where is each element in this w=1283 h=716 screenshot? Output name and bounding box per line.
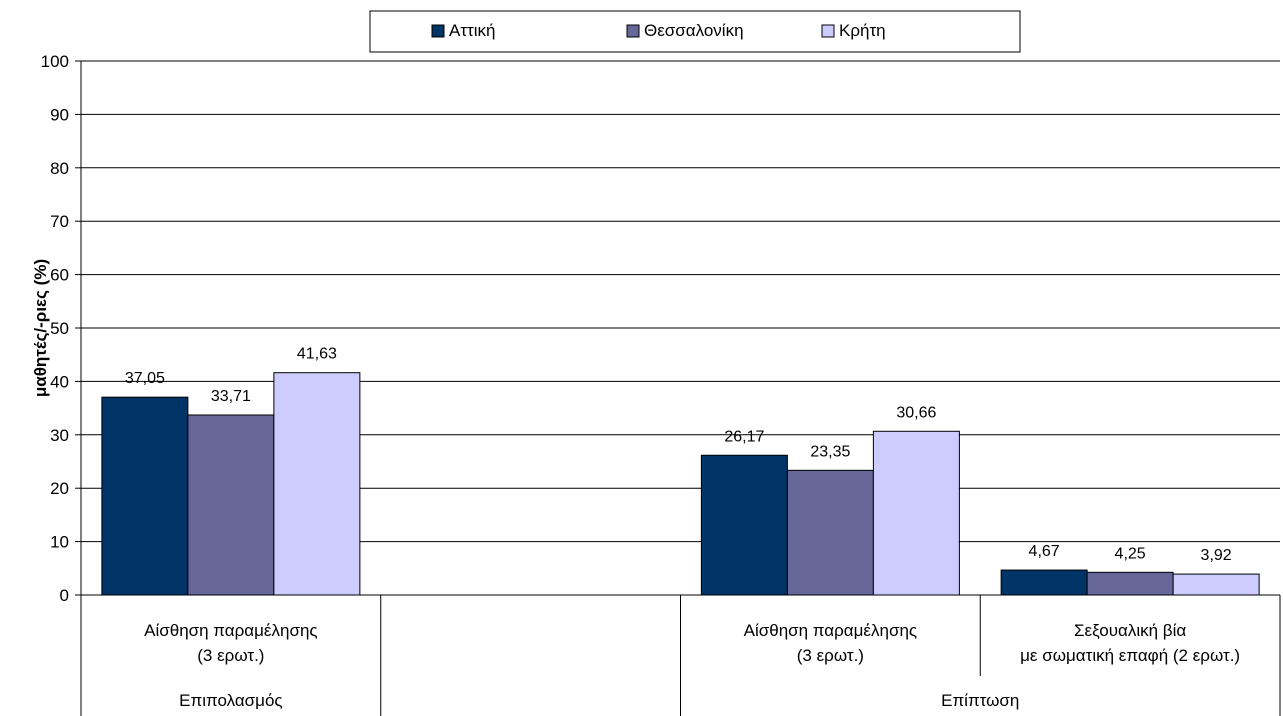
y-tick-label: 70 xyxy=(50,212,69,231)
y-tick-label: 20 xyxy=(50,479,69,498)
data-label: 37,05 xyxy=(125,370,165,387)
x-axis-labels: Αίσθηση παραμέλησης (3 ερωτ.) Αίσθηση παρα… xyxy=(144,621,1240,710)
legend-label: Αττική xyxy=(449,21,496,40)
y-tick-label: 100 xyxy=(41,52,69,71)
y-tick-label: 0 xyxy=(60,586,69,605)
data-labels: 37,05 33,71 41,63 26,17 23,35 30,66 4,67 4,25 3,… xyxy=(125,346,1232,564)
x-tick-label: (3 ερωτ.) xyxy=(797,646,864,665)
y-tick-label: 30 xyxy=(50,426,69,445)
y-tick-label: 60 xyxy=(50,266,69,285)
y-tick-label: 50 xyxy=(50,319,69,338)
data-label: 4,67 xyxy=(1029,543,1060,560)
legend-box xyxy=(369,10,1021,53)
bars xyxy=(101,372,1260,596)
y-tick-label: 40 xyxy=(50,372,69,391)
x-group-label: Επίπτωση xyxy=(941,691,1019,710)
data-label: 3,92 xyxy=(1201,547,1232,564)
y-tick-label: 10 xyxy=(50,533,69,552)
legend: Αττική Θεσσαλονίκη Κρήτη xyxy=(369,10,1021,53)
data-label: 41,63 xyxy=(297,346,337,363)
data-label: 26,17 xyxy=(724,428,764,445)
bar xyxy=(101,396,189,596)
bar xyxy=(872,430,960,596)
y-axis-title: μαθητές/-ριες (%) xyxy=(31,259,50,397)
bar xyxy=(1172,573,1260,596)
legend-swatch xyxy=(821,24,835,38)
bar xyxy=(700,454,788,596)
bar xyxy=(273,372,361,596)
x-tick-label: Σεξουαλική βία xyxy=(1074,621,1186,640)
legend-swatch xyxy=(431,24,445,38)
x-tick-label: με σωματική επαφή (2 ερωτ.) xyxy=(1020,646,1240,665)
data-label: 30,66 xyxy=(896,404,936,421)
data-label: 33,71 xyxy=(211,388,251,405)
x-group-label: Επιπολασμός xyxy=(179,691,282,710)
bar xyxy=(187,414,275,596)
x-tick-label: Αίσθηση παραμέλησης xyxy=(144,621,317,640)
data-label: 4,25 xyxy=(1115,545,1146,562)
y-tick-label: 80 xyxy=(50,159,69,178)
axes xyxy=(75,60,1281,716)
y-tick-label: 90 xyxy=(50,105,69,124)
legend-label: Θεσσαλονίκη xyxy=(644,21,744,40)
x-tick-label: (3 ερωτ.) xyxy=(197,646,264,665)
y-tick-labels: 0 10 20 30 40 50 60 70 80 90 100 xyxy=(41,52,69,605)
bar xyxy=(1000,569,1088,596)
legend-label: Κρήτη xyxy=(839,21,886,40)
x-tick-label: Αίσθηση παραμέλησης xyxy=(744,621,917,640)
legend-swatch xyxy=(626,24,640,38)
data-label: 23,35 xyxy=(810,443,850,460)
bar xyxy=(1086,571,1174,596)
bar xyxy=(786,469,874,596)
